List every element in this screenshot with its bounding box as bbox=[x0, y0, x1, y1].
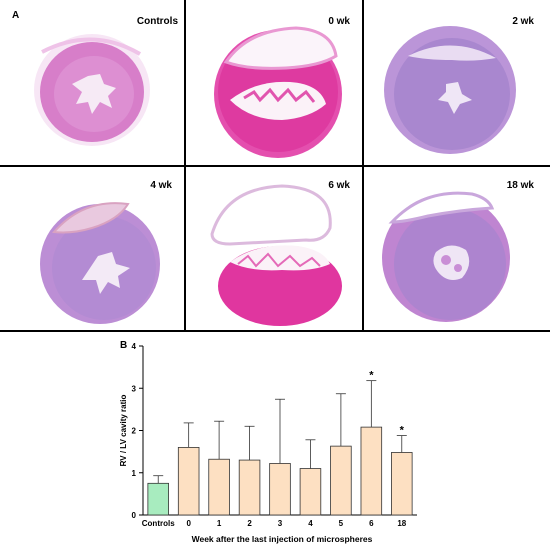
tile-label-controls: Controls bbox=[136, 16, 178, 27]
y-tick-label-0: 0 bbox=[132, 511, 137, 520]
bar-18 bbox=[391, 452, 413, 516]
tile-4-wk: 4 wk bbox=[8, 168, 184, 330]
x-tick-label-3: 3 bbox=[278, 519, 283, 528]
panel-a-label: A bbox=[12, 10, 20, 21]
bar-1 bbox=[208, 458, 230, 516]
heart-section-6-wk bbox=[210, 184, 342, 326]
significance-marker-18: * bbox=[400, 425, 405, 437]
tile-label-6-wk: 6 wk bbox=[328, 180, 350, 191]
tile-18-wk: 18 wk bbox=[364, 168, 546, 330]
tile-2-wk: 2 wk bbox=[364, 4, 546, 164]
histology-panel-grid: A Controls 0 wk bbox=[0, 0, 550, 332]
bar-6 bbox=[360, 426, 383, 516]
heart-section-0-wk bbox=[214, 26, 342, 158]
tile-label-0-wk: 0 wk bbox=[328, 16, 350, 27]
chart-labels: 0 1 2 3 4 RV / LV cavity ratio Controls 0 1 2 3 4 5 *… bbox=[119, 342, 407, 544]
x-tick-label-4: 4 bbox=[308, 519, 313, 528]
grid-divider-horizontal bbox=[0, 165, 550, 167]
bar-2 bbox=[238, 459, 261, 516]
x-tick-label-2: 2 bbox=[247, 519, 252, 528]
x-tick-label-18: 18 bbox=[397, 519, 406, 528]
y-tick-label-3: 3 bbox=[132, 384, 137, 393]
heart-section-2-wk bbox=[384, 26, 516, 154]
y-tick-label-1: 1 bbox=[132, 469, 137, 478]
bar-Controls bbox=[147, 482, 169, 516]
bar-chart: 0 1 2 3 4 RV / LV cavity ratio Controls 0 1 2 3 4 5 *… bbox=[119, 342, 417, 544]
bar-0 bbox=[177, 447, 200, 516]
x-axis-title: Week after the last injection of microsp… bbox=[192, 534, 373, 544]
tile-label-4-wk: 4 wk bbox=[150, 180, 172, 191]
y-tick-label-2: 2 bbox=[132, 427, 137, 436]
tile-6-wk: 6 wk bbox=[186, 168, 362, 330]
tile-label-18-wk: 18 wk bbox=[506, 180, 534, 191]
tile-controls: Controls bbox=[8, 4, 184, 164]
heart-section-controls bbox=[34, 34, 150, 146]
grid-divider-bottom bbox=[0, 330, 550, 332]
bar-5 bbox=[330, 445, 352, 516]
x-tick-label-6: 6 bbox=[369, 519, 374, 528]
panel-b-label: B bbox=[120, 340, 128, 351]
x-tick-label-1: 1 bbox=[217, 519, 222, 528]
y-tick-label-4: 4 bbox=[132, 342, 137, 351]
heart-section-18-wk bbox=[382, 191, 510, 322]
bar-3 bbox=[269, 463, 291, 516]
x-tick-label-5: 5 bbox=[339, 519, 344, 528]
bar-4 bbox=[299, 468, 322, 516]
y-axis-title: RV / LV cavity ratio bbox=[119, 395, 128, 467]
tile-label-2-wk: 2 wk bbox=[512, 16, 534, 27]
significance-marker-6: * bbox=[369, 370, 374, 382]
bar-chart-panel: B 0 1 2 3 4 RV / LV cavity ratio Controls 0 1 2 3 4… bbox=[0, 335, 550, 547]
chart-bars bbox=[147, 380, 413, 516]
heart-section-4-wk bbox=[40, 202, 160, 324]
tile-0-wk: 0 wk bbox=[186, 4, 362, 164]
x-tick-label-0: 0 bbox=[186, 519, 191, 528]
x-tick-label-Controls: Controls bbox=[142, 519, 175, 528]
